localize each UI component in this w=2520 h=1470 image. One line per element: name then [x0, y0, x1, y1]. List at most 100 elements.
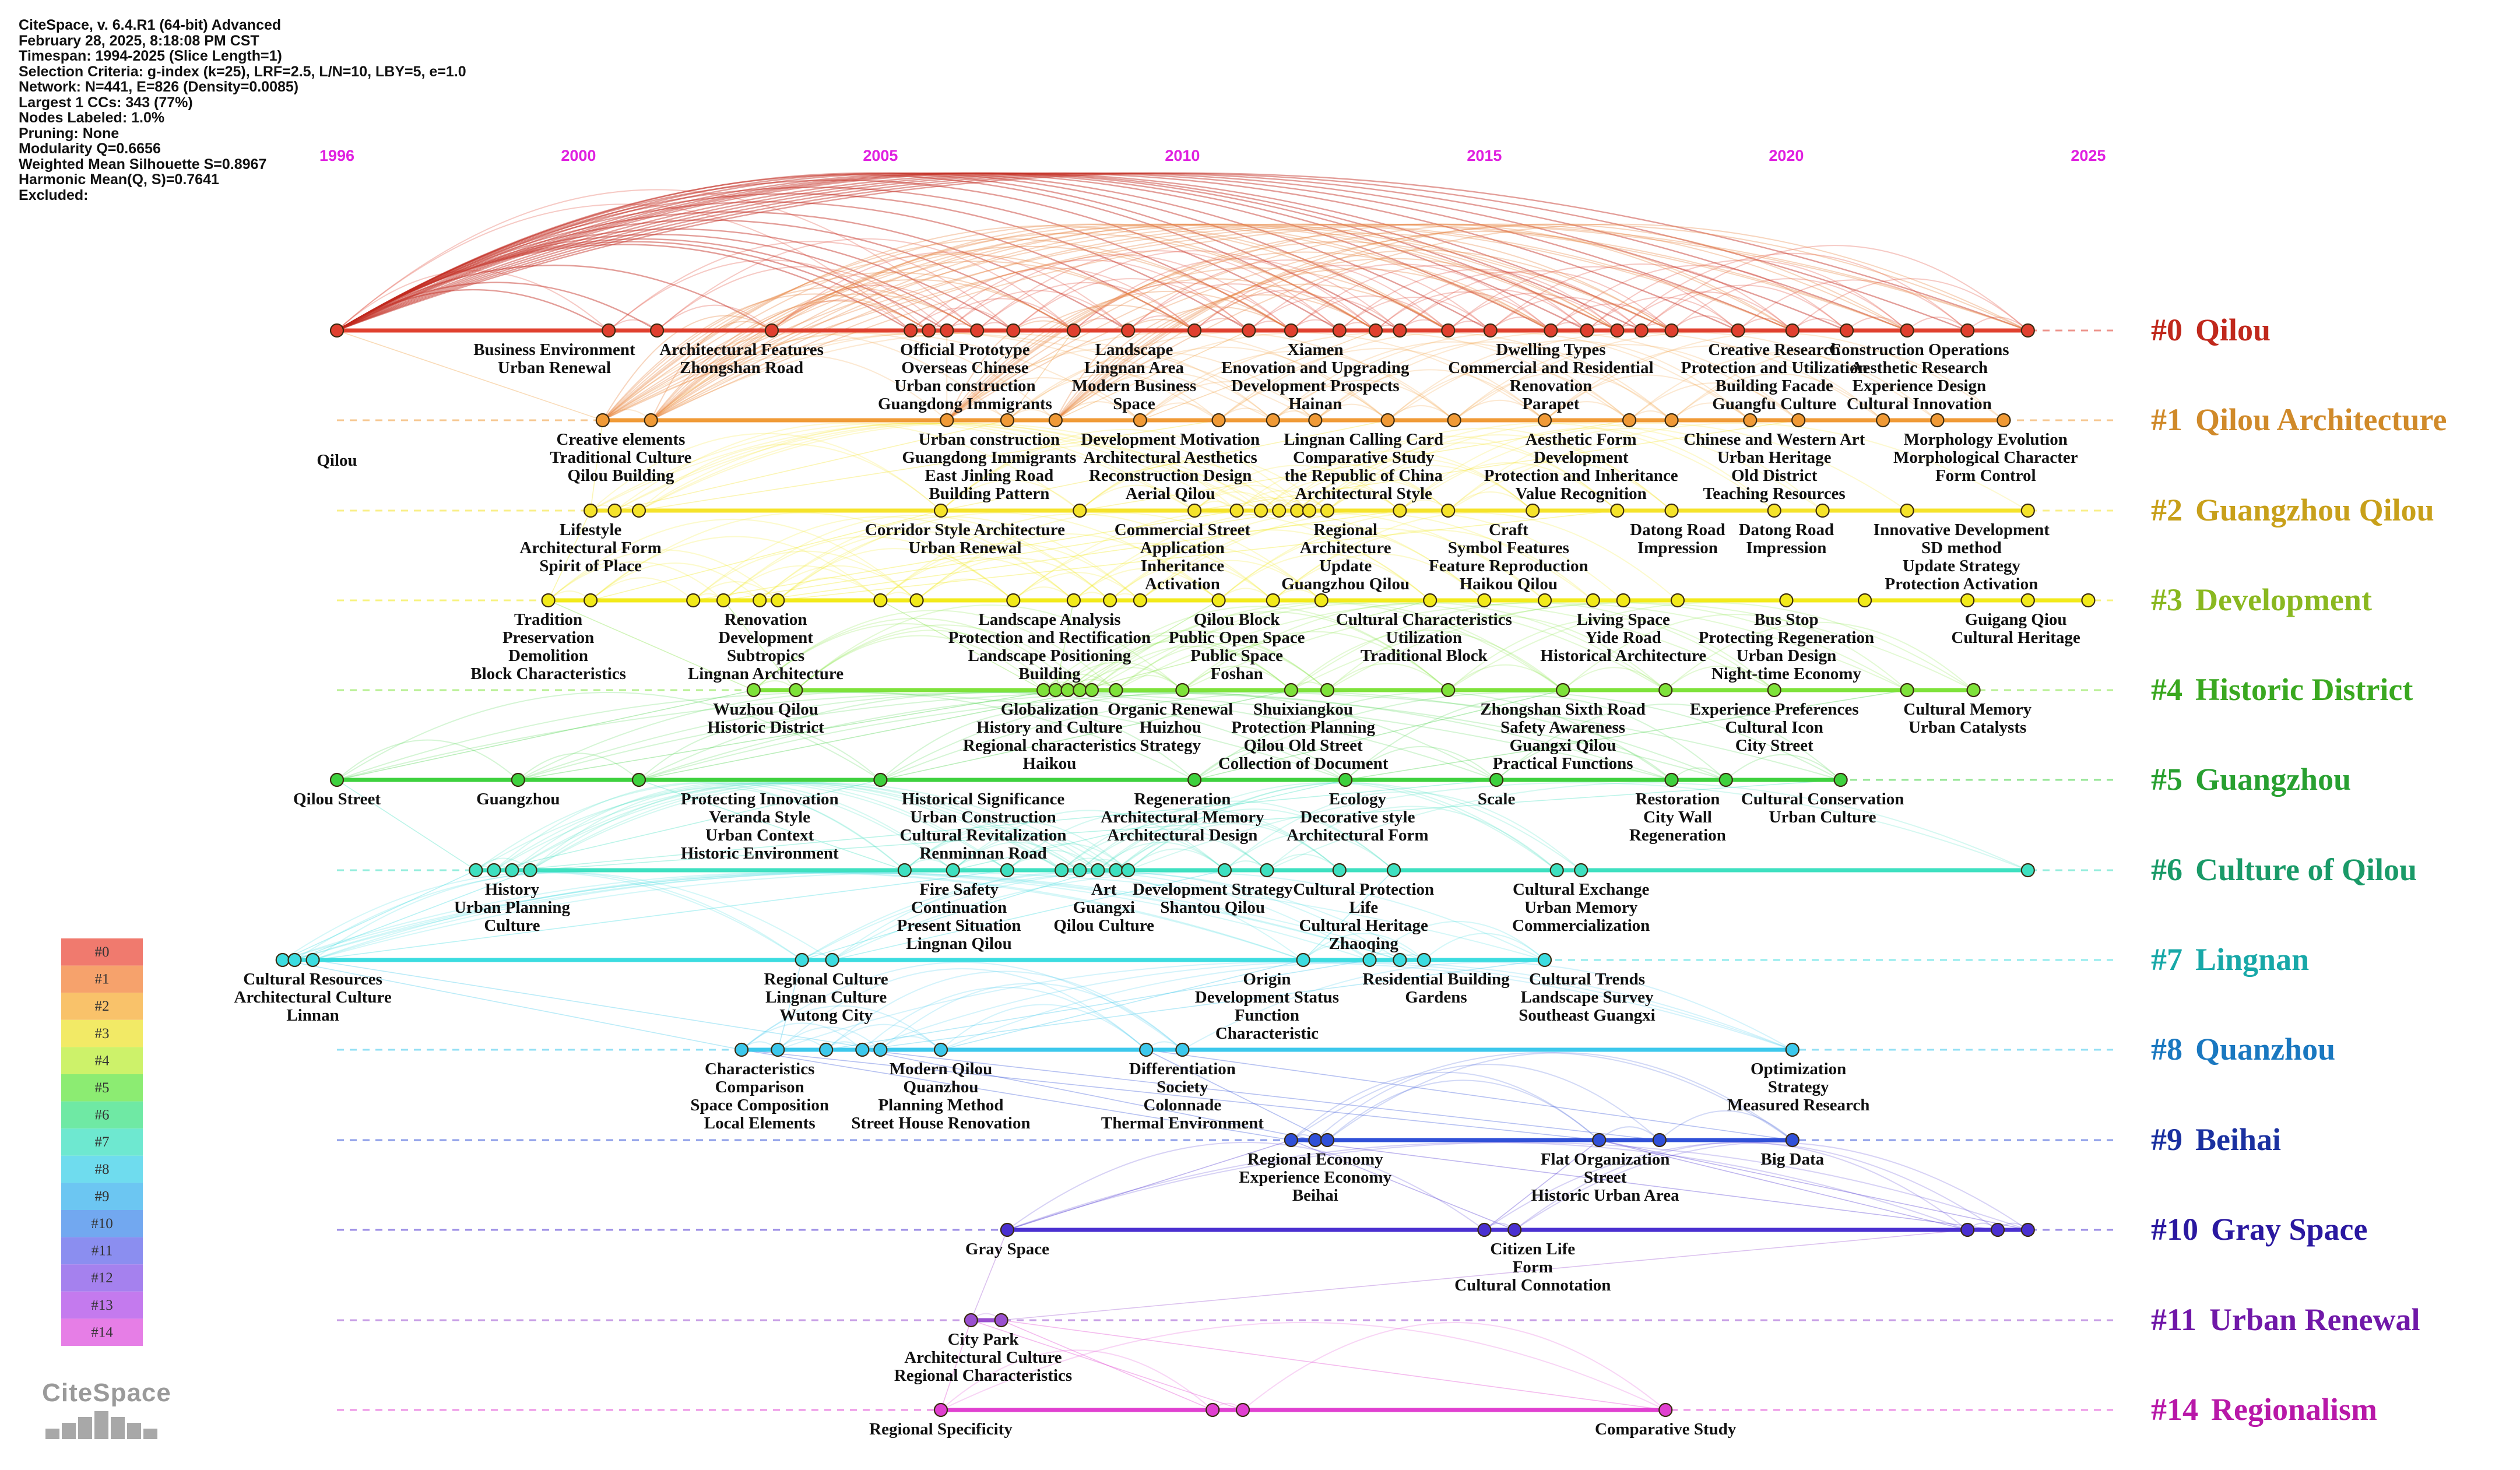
keyword-node[interactable]: [1393, 503, 1407, 518]
keyword-node[interactable]: [1121, 323, 1136, 338]
keyword-node[interactable]: [873, 772, 888, 787]
keyword-node[interactable]: [1121, 863, 1136, 878]
keyword-node[interactable]: [1857, 593, 1872, 608]
keyword-node[interactable]: [1549, 863, 1564, 878]
keyword-node[interactable]: [904, 323, 918, 338]
keyword-node[interactable]: [1526, 503, 1540, 518]
keyword-node[interactable]: [1767, 683, 1781, 698]
keyword-node[interactable]: [771, 593, 785, 608]
keyword-node[interactable]: [2020, 1222, 2035, 1237]
keyword-node[interactable]: [734, 1042, 749, 1057]
keyword-node[interactable]: [1060, 683, 1075, 698]
keyword-node[interactable]: [1175, 683, 1190, 698]
keyword-node[interactable]: [1930, 413, 1945, 428]
keyword-node[interactable]: [1447, 413, 1461, 428]
keyword-node[interactable]: [1102, 593, 1117, 608]
keyword-node[interactable]: [1048, 413, 1063, 428]
keyword-node[interactable]: [644, 413, 658, 428]
keyword-node[interactable]: [964, 1313, 978, 1328]
keyword-node[interactable]: [1574, 863, 1588, 878]
keyword-node[interactable]: [933, 503, 948, 518]
keyword-node[interactable]: [1785, 323, 1800, 338]
keyword-node[interactable]: [819, 1042, 834, 1057]
keyword-node[interactable]: [1833, 772, 1848, 787]
keyword-node[interactable]: [1084, 683, 1099, 698]
keyword-node[interactable]: [1664, 503, 1679, 518]
keyword-node[interactable]: [753, 593, 767, 608]
keyword-node[interactable]: [305, 952, 320, 968]
keyword-node[interactable]: [1000, 1222, 1015, 1237]
keyword-node[interactable]: [1580, 323, 1594, 338]
keyword-node[interactable]: [1055, 863, 1069, 878]
keyword-node[interactable]: [1211, 413, 1226, 428]
keyword-node[interactable]: [795, 952, 809, 968]
keyword-node[interactable]: [764, 323, 779, 338]
keyword-node[interactable]: [1658, 683, 1673, 698]
keyword-node[interactable]: [1109, 863, 1123, 878]
keyword-node[interactable]: [1260, 863, 1274, 878]
keyword-node[interactable]: [1489, 772, 1504, 787]
keyword-node[interactable]: [329, 772, 345, 787]
keyword-node[interactable]: [2020, 503, 2035, 518]
keyword-node[interactable]: [487, 863, 501, 878]
keyword-node[interactable]: [1664, 413, 1679, 428]
keyword-node[interactable]: [275, 952, 290, 968]
keyword-node[interactable]: [1839, 323, 1854, 338]
keyword-node[interactable]: [1284, 1133, 1298, 1148]
keyword-node[interactable]: [1779, 593, 1794, 608]
keyword-node[interactable]: [1229, 503, 1244, 518]
keyword-node[interactable]: [771, 1042, 785, 1057]
keyword-node[interactable]: [602, 323, 616, 338]
keyword-node[interactable]: [1320, 683, 1335, 698]
keyword-node[interactable]: [2020, 323, 2035, 338]
keyword-node[interactable]: [933, 1042, 948, 1057]
keyword-node[interactable]: [1139, 1042, 1154, 1057]
keyword-node[interactable]: [1036, 683, 1051, 698]
keyword-node[interactable]: [1386, 863, 1401, 878]
keyword-node[interactable]: [1990, 1222, 2005, 1237]
keyword-node[interactable]: [1073, 503, 1087, 518]
keyword-node[interactable]: [1610, 323, 1625, 338]
keyword-node[interactable]: [1900, 503, 1914, 518]
keyword-node[interactable]: [649, 323, 665, 338]
keyword-node[interactable]: [897, 863, 912, 878]
keyword-node[interactable]: [1006, 593, 1021, 608]
keyword-node[interactable]: [873, 1042, 888, 1057]
keyword-node[interactable]: [1368, 323, 1383, 338]
keyword-node[interactable]: [1743, 413, 1758, 428]
keyword-node[interactable]: [1302, 503, 1317, 518]
keyword-node[interactable]: [505, 863, 519, 878]
keyword-node[interactable]: [1284, 323, 1298, 338]
keyword-node[interactable]: [1332, 323, 1347, 338]
keyword-node[interactable]: [1670, 593, 1685, 608]
keyword-node[interactable]: [1960, 323, 1975, 338]
keyword-node[interactable]: [1664, 323, 1679, 338]
keyword-node[interactable]: [1175, 1042, 1190, 1057]
keyword-node[interactable]: [1718, 772, 1733, 787]
keyword-node[interactable]: [1731, 323, 1745, 338]
keyword-node[interactable]: [1073, 863, 1087, 878]
keyword-node[interactable]: [1537, 593, 1552, 608]
keyword-node[interactable]: [1253, 503, 1268, 518]
keyword-node[interactable]: [922, 323, 936, 338]
keyword-node[interactable]: [1785, 1042, 1800, 1057]
keyword-node[interactable]: [1000, 863, 1015, 878]
keyword-node[interactable]: [940, 413, 954, 428]
keyword-node[interactable]: [933, 1402, 948, 1418]
keyword-node[interactable]: [1900, 683, 1914, 698]
keyword-node[interactable]: [1000, 413, 1015, 428]
keyword-node[interactable]: [789, 683, 803, 698]
keyword-node[interactable]: [1441, 683, 1456, 698]
keyword-node[interactable]: [1592, 1133, 1607, 1148]
keyword-node[interactable]: [1960, 593, 1975, 608]
keyword-node[interactable]: [746, 683, 761, 698]
keyword-node[interactable]: [469, 863, 483, 878]
keyword-node[interactable]: [1205, 1402, 1220, 1418]
keyword-node[interactable]: [287, 952, 302, 968]
keyword-node[interactable]: [1417, 952, 1431, 968]
keyword-node[interactable]: [1791, 413, 1806, 428]
keyword-node[interactable]: [873, 593, 888, 608]
keyword-node[interactable]: [909, 593, 924, 608]
keyword-node[interactable]: [1006, 323, 1021, 338]
